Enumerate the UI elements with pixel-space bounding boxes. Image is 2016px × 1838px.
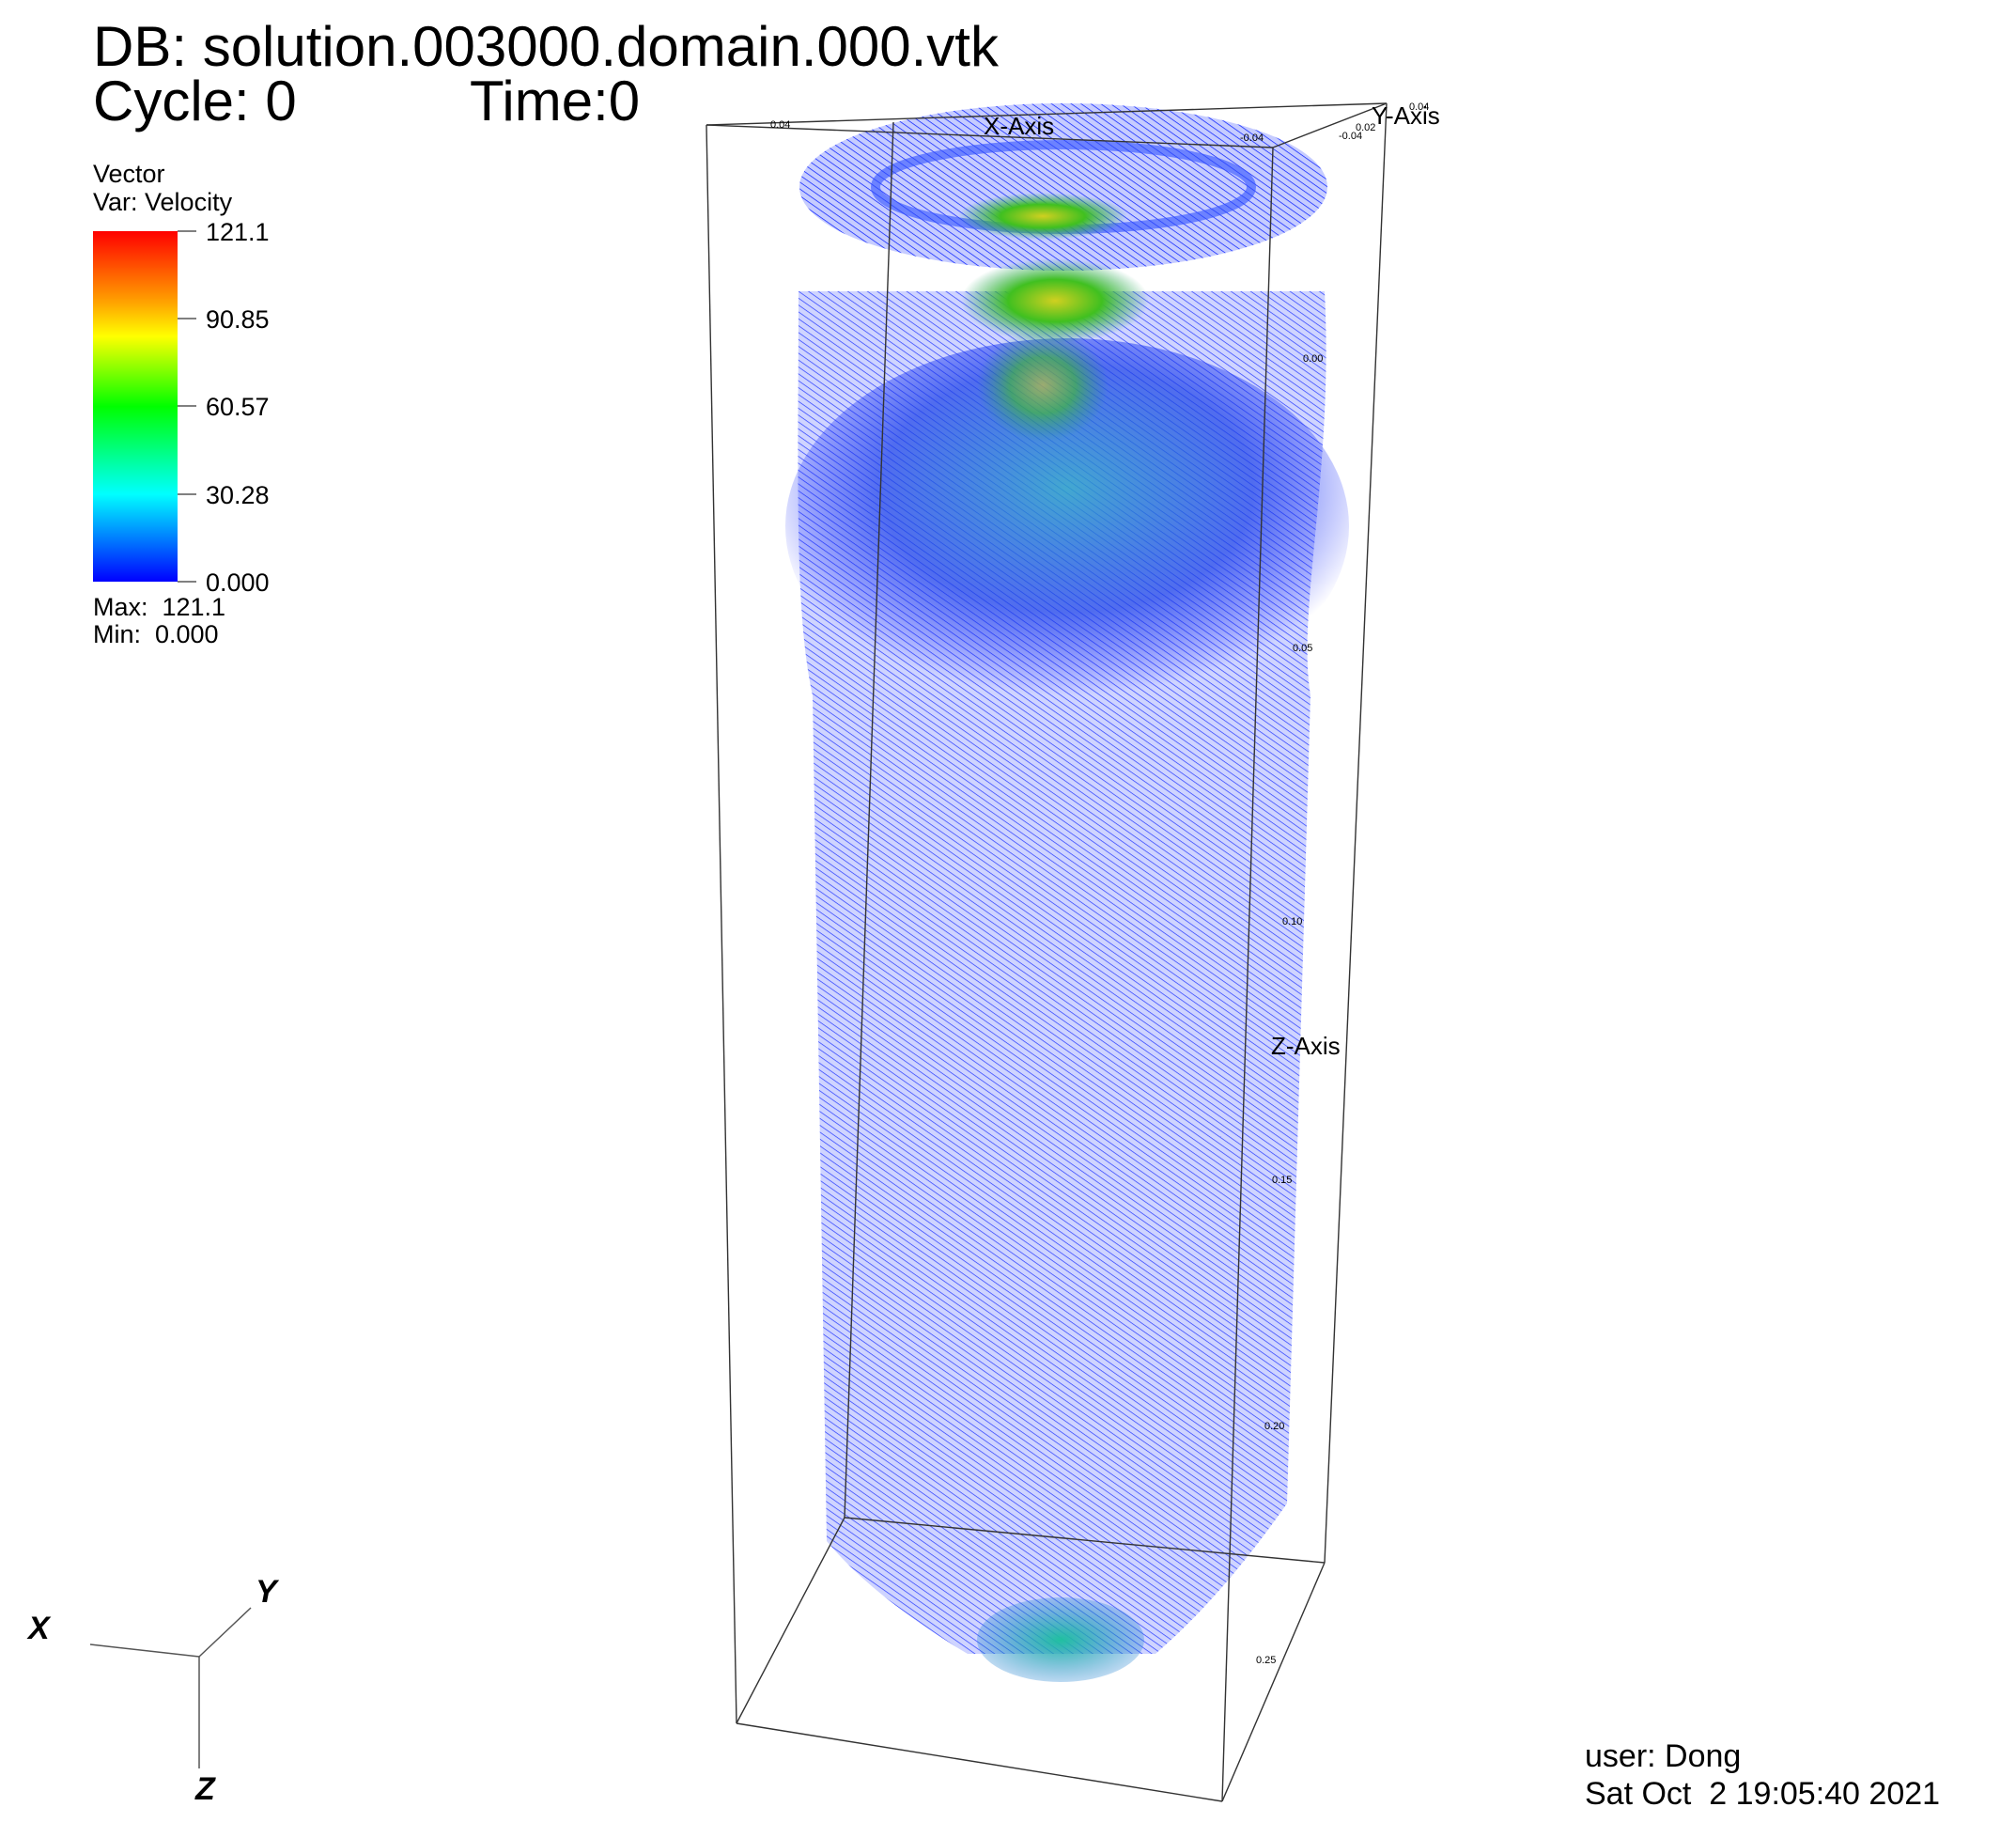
user-label: user: Dong [1585,1738,1741,1774]
x-tick-label: -0.04 [1240,132,1264,144]
y-tick-label: -0.04 [1339,131,1362,142]
color-bar-ticks [178,230,196,583]
triad-x: X [26,1611,52,1646]
color-bar [93,231,178,582]
legend-max: Max: 121.1 [93,593,225,621]
z-axis-label: Z-Axis [1271,1032,1341,1060]
z-tick-label: 0.10 [1282,916,1302,927]
triad-y: Y [256,1574,280,1610]
date-label: Sat Oct 2 19:05:40 2021 [1585,1776,1940,1812]
z-tick-label: 0.25 [1256,1655,1276,1666]
z-tick-label: 0.00 [1303,353,1323,365]
legend-var: Var: Velocity [93,188,233,216]
cycle-label: Cycle: 0 [93,70,297,132]
z-tick-label: 0.20 [1264,1421,1284,1432]
z-tick-label: 0.15 [1272,1175,1292,1186]
legend-min: Min: 0.000 [93,620,219,648]
legend-tick: 60.57 [206,393,270,421]
legend-tick: 121.1 [206,218,270,246]
time-label: Time:0 [470,70,640,132]
axis-triad [89,1607,252,1768]
y-tick-label: 0.02 [1356,122,1375,133]
db-title: DB: solution.003000.domain.000.vtk [93,15,1000,78]
legend-tick: 30.28 [206,481,270,509]
triad-z: Z [194,1771,216,1807]
legend-tick: 90.85 [206,305,270,334]
y-axis-label: Y-Axis [1372,101,1440,130]
vector-plot [785,103,1349,1682]
legend-title: Vector [93,160,165,188]
x-tick-label: 0.04 [770,119,790,131]
y-tick-label: 0.04 [1409,101,1429,113]
bounding-box [706,102,1388,1802]
x-axis-label: X-Axis [984,112,1054,140]
z-tick-label: 0.05 [1293,643,1312,654]
legend-tick: 0.000 [206,569,270,597]
